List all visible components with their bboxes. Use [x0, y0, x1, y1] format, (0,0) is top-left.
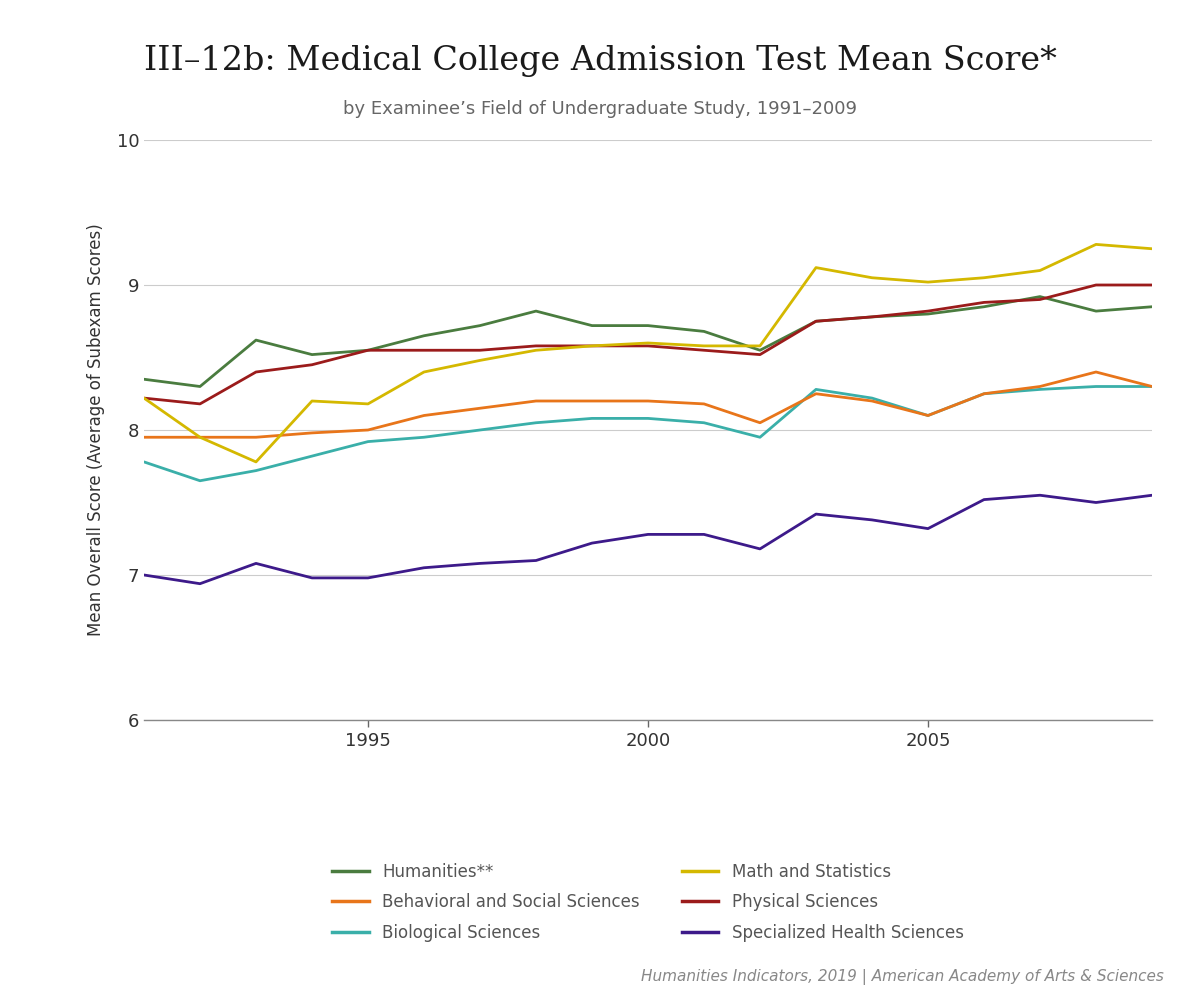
- Text: Humanities Indicators, 2019 | American Academy of Arts & Sciences: Humanities Indicators, 2019 | American A…: [641, 969, 1164, 985]
- Text: III–12b: Medical College Admission Test Mean Score*: III–12b: Medical College Admission Test …: [144, 45, 1056, 77]
- Text: by Examinee’s Field of Undergraduate Study, 1991–2009: by Examinee’s Field of Undergraduate Stu…: [343, 100, 857, 118]
- Legend: Humanities**, Behavioral and Social Sciences, Biological Sciences, Math and Stat: Humanities**, Behavioral and Social Scie…: [325, 856, 971, 948]
- Y-axis label: Mean Overall Score (Average of Subexam Scores): Mean Overall Score (Average of Subexam S…: [88, 224, 106, 636]
